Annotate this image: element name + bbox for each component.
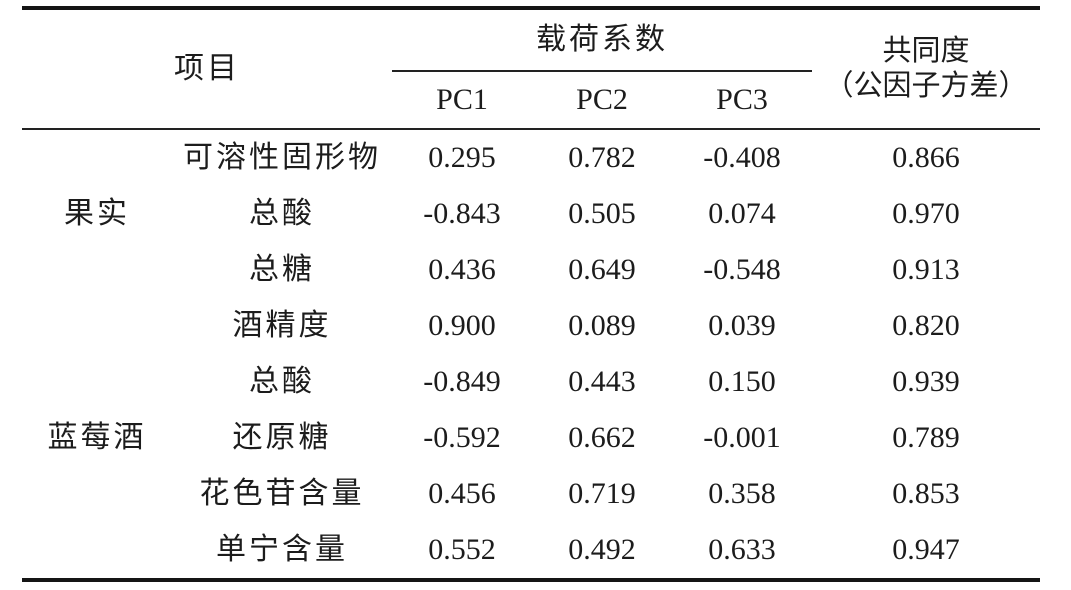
- cell-communality: 0.939: [892, 365, 960, 399]
- row-item-label: 总酸: [249, 365, 315, 399]
- cell-pc1: 0.295: [428, 141, 496, 175]
- cell-pc2: 0.719: [568, 477, 636, 511]
- cell-pc1: -0.843: [423, 197, 501, 231]
- table-row: 单宁含量 0.552 0.492 0.633 0.947: [22, 522, 1040, 580]
- header-row-pc: PC1 PC2 PC3: [22, 71, 1040, 130]
- cell-pc3: 0.150: [708, 365, 776, 399]
- group-label-blueberry-wine: 蓝莓酒: [47, 421, 147, 455]
- row-item-label: 总糖: [249, 253, 315, 287]
- row-item-label: 酒精度: [232, 309, 332, 343]
- table-row: 总酸 -0.843 0.505 0.074 0.970: [22, 186, 1040, 242]
- row-item-label: 可溶性固形物: [183, 141, 381, 175]
- communality-label-line1: 共同度: [882, 35, 970, 68]
- column-header-pc1: PC1: [392, 71, 532, 130]
- cell-communality: 0.866: [892, 141, 960, 175]
- cell-pc2: 0.782: [568, 141, 636, 175]
- column-header-communality: 共同度 （公因子方差）: [812, 8, 1040, 130]
- table-row: 果实 可溶性固形物 0.295 0.782 -0.408 0.866: [22, 129, 1040, 230]
- cell-pc2: 0.443: [568, 365, 636, 399]
- cell-pc2: 0.505: [568, 197, 636, 231]
- cell-pc3: -0.548: [703, 253, 781, 287]
- cell-pc2: 0.089: [568, 309, 636, 343]
- table-row: 总糖 0.436 0.649 -0.548 0.913: [22, 242, 1040, 298]
- cell-pc3: -0.001: [703, 421, 781, 455]
- cell-communality: 0.970: [892, 197, 960, 231]
- communality-label-line2: （公因子方差）: [824, 70, 1028, 102]
- cell-pc1: -0.592: [423, 421, 501, 455]
- table-row: 花色苷含量 0.456 0.719 0.358 0.853: [22, 466, 1040, 522]
- cell-pc2: 0.649: [568, 253, 636, 287]
- cell-pc1: 0.552: [428, 533, 496, 567]
- column-header-loading-coefficients: 载荷系数: [392, 8, 812, 72]
- cell-communality: 0.820: [892, 309, 960, 343]
- cell-pc1: 0.900: [428, 309, 496, 343]
- column-header-item: 项目: [22, 8, 392, 130]
- row-item-label: 单宁含量: [216, 533, 348, 567]
- cell-pc1: 0.456: [428, 477, 496, 511]
- cell-pc2: 0.492: [568, 533, 636, 567]
- cell-pc1: -0.849: [423, 365, 501, 399]
- cell-communality: 0.947: [892, 533, 960, 567]
- pca-loading-table: 项目 载荷系数 共同度 （公因子方差） PC1 PC2 PC3 果实 可溶性固形…: [22, 6, 1040, 582]
- cell-communality: 0.853: [892, 477, 960, 511]
- row-item-label: 花色苷含量: [199, 477, 365, 511]
- row-item-label: 还原糖: [232, 421, 332, 455]
- cell-communality: 0.913: [892, 253, 960, 287]
- header-row-top: 项目 载荷系数 共同度 （公因子方差）: [22, 8, 1040, 130]
- cell-pc1: 0.436: [428, 253, 496, 287]
- table-row: 总酸 -0.849 0.443 0.150 0.939: [22, 354, 1040, 410]
- column-header-pc3: PC3: [672, 71, 812, 130]
- cell-pc3: -0.408: [703, 141, 781, 175]
- row-item-label: 总酸: [249, 197, 315, 231]
- cell-pc2: 0.662: [568, 421, 636, 455]
- cell-communality: 0.789: [892, 421, 960, 455]
- table-row: 蓝莓酒 酒精度 0.900 0.089 0.039 0.820: [22, 298, 1040, 454]
- cell-pc3: 0.039: [708, 309, 776, 343]
- cell-pc3: 0.633: [708, 533, 776, 567]
- column-header-pc2: PC2: [532, 71, 672, 130]
- cell-pc3: 0.074: [708, 197, 776, 231]
- table-row: 还原糖 -0.592 0.662 -0.001 0.789: [22, 410, 1040, 466]
- cell-pc3: 0.358: [708, 477, 776, 511]
- group-label-fruit: 果实: [64, 197, 130, 231]
